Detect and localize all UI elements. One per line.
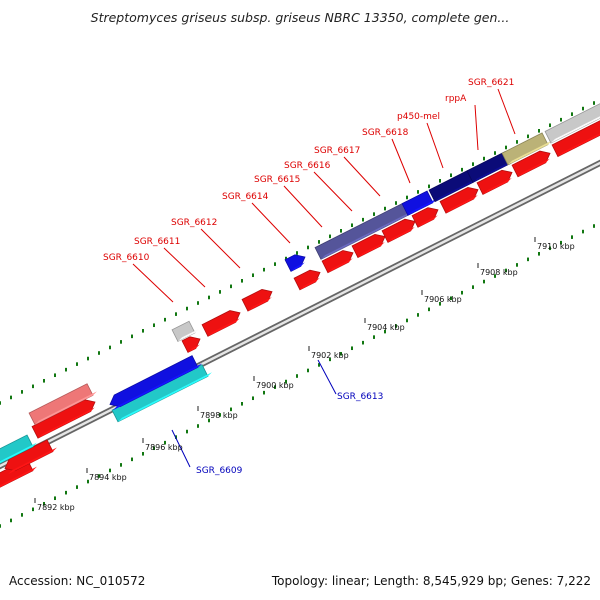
leader-line: [343, 156, 381, 197]
feature-gray[interactable]: [171, 320, 199, 342]
leader-line: [391, 138, 411, 184]
accession-info: Accession: NC_010572: [9, 574, 146, 588]
feature-red[interactable]: [241, 289, 273, 312]
gene-label-p450-mel[interactable]: p450-mel: [397, 112, 440, 122]
kbp-label: 7910 kbp: [537, 242, 575, 251]
gene-label-sgr_6612[interactable]: SGR_6612: [171, 218, 217, 228]
gene-label-rppa[interactable]: rppA: [445, 94, 467, 104]
gene-label-sgr_6616[interactable]: SGR_6616: [284, 161, 331, 171]
leader-line: [497, 88, 516, 135]
feature-cyan[interactable]: [0, 434, 37, 467]
feature-red[interactable]: [411, 207, 439, 228]
feature-red[interactable]: [439, 186, 479, 214]
gene-label-sgr_6609[interactable]: SGR_6609: [196, 466, 243, 476]
gene-label-sgr_6615[interactable]: SGR_6615: [254, 175, 300, 185]
leader-line: [251, 202, 291, 244]
gene-label-sgr_6611[interactable]: SGR_6611: [134, 237, 180, 247]
feature-red[interactable]: [31, 399, 96, 439]
leader-line: [283, 185, 323, 228]
feature-blue[interactable]: [109, 355, 202, 411]
feature-red[interactable]: [321, 250, 354, 274]
leader-line: [200, 228, 241, 269]
feature-red[interactable]: [476, 169, 513, 195]
kbp-label: 7908 kbp: [480, 268, 518, 277]
feature-olive[interactable]: [501, 132, 552, 166]
kbp-label: 7896 kbp: [145, 443, 183, 452]
kbp-label: 7900 kbp: [256, 381, 294, 390]
dot-track-top: [0, 101, 595, 405]
map-title: Streptomyces griseus subsp. griseus NBRC…: [90, 10, 510, 25]
backbone: [0, 159, 600, 470]
dot-track-bottom: [0, 224, 595, 528]
gene-label-sgr_6610[interactable]: SGR_6610: [103, 253, 150, 263]
gene-label-sgr_6618[interactable]: SGR_6618: [362, 128, 409, 138]
backbone-inner: [0, 161, 600, 468]
leader-line: [426, 122, 444, 169]
topology-info: Topology: linear; Length: 8,545,929 bp; …: [271, 574, 591, 588]
feature-pink[interactable]: [28, 383, 97, 426]
leader-line: [317, 359, 337, 395]
kbp-label: 7892 kbp: [37, 503, 75, 512]
kbp-label: 7894 kbp: [89, 473, 127, 482]
gene-label-sgr_6617[interactable]: SGR_6617: [314, 146, 360, 156]
gene-labels: SGR_6610 SGR_6611 SGR_6612 SGR_6614 SGR_6615…: [103, 78, 514, 476]
feature-red[interactable]: [181, 336, 201, 353]
leader-line: [132, 263, 174, 303]
leader-line: [171, 429, 191, 468]
feature-blue[interactable]: [401, 190, 437, 216]
gene-leaders: [132, 88, 516, 468]
feature-red[interactable]: [351, 233, 386, 259]
kbp-label: 7898 kbp: [200, 411, 238, 420]
feature-gray[interactable]: [544, 100, 600, 144]
leader-line: [474, 104, 479, 151]
feature-red[interactable]: [201, 310, 241, 337]
kbp-label: 7904 kbp: [367, 323, 405, 332]
gene-label-sgr_6621[interactable]: SGR_6621: [468, 78, 514, 88]
leader-line: [163, 247, 206, 288]
gene-label-sgr_6613[interactable]: SGR_6613: [337, 392, 383, 402]
feature-red[interactable]: [4, 439, 57, 475]
feature-cyan[interactable]: [111, 364, 212, 423]
kbp-ticks: 7892 kbp 7894 kbp 7896 kbp 7898 kbp 7900 kbp…: [34, 237, 575, 512]
feature-red[interactable]: [381, 218, 416, 243]
kbp-label: 7902 kbp: [311, 351, 349, 360]
feature-red[interactable]: [551, 120, 600, 158]
gene-label-sgr_6614[interactable]: SGR_6614: [222, 192, 269, 202]
feature-red[interactable]: [511, 150, 551, 178]
feature-track: [0, 100, 600, 488]
feature-red[interactable]: [293, 269, 321, 291]
feature-blue[interactable]: [284, 254, 306, 272]
kbp-label: 7906 kbp: [424, 295, 462, 304]
leader-line: [313, 171, 353, 212]
